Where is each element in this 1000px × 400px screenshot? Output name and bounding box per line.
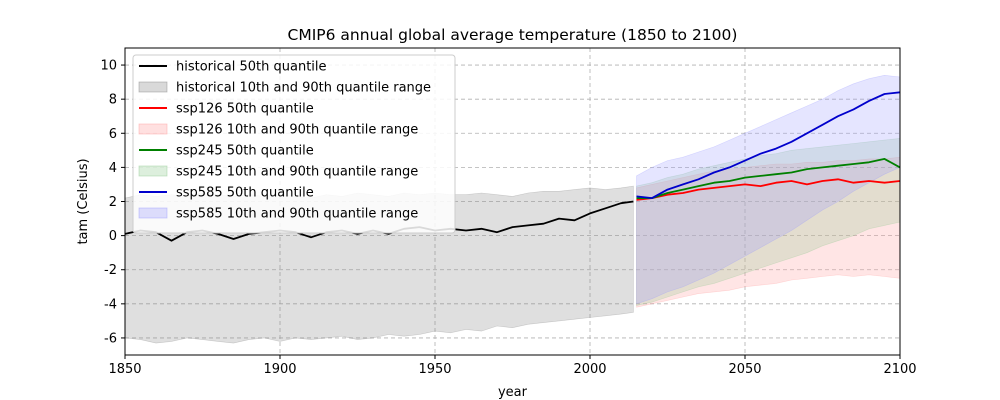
y-tick-label: 0 [109,229,117,244]
y-tick-label: -6 [104,331,117,346]
x-tick-label: 2100 [883,362,916,377]
x-tick-label: 1900 [263,362,296,377]
legend-label: ssp585 10th and 90th quantile range [176,207,418,222]
legend-label: ssp245 10th and 90th quantile range [176,165,418,180]
y-tick-label: -2 [104,263,117,278]
ssp585-50th-quantile-line [636,91,901,200]
y-tick-label: 10 [100,59,117,74]
y-tick-label: 8 [109,93,117,108]
legend-label: ssp245 50th quantile [176,144,314,159]
y-tick-label: -4 [104,297,117,312]
x-tick-label: 2000 [573,362,606,377]
x-tick-label: 2050 [728,362,761,377]
legend-label: historical 50th quantile [176,60,327,75]
x-axis-label: year [498,385,528,400]
legend-label: ssp126 50th quantile [176,102,314,117]
legend-label: ssp126 10th and 90th quantile range [176,123,418,138]
y-tick-label: 6 [109,127,117,142]
legend-label: historical 10th and 90th quantile range [176,81,431,96]
legend-swatch [138,165,168,177]
ssp126-50th-quantile-line [636,178,901,201]
legend-swatch [138,207,168,219]
y-tick-label: 4 [109,161,117,176]
axis-ticks: 1850 1900 1950 2000 2050 2100 -6 -4 -2 0 2 4 6 8 10 [100,59,916,377]
ssp245-50th-quantile-line [636,157,901,200]
legend: historical 50th quantile historical 10th … [132,54,456,234]
x-tick-label: 1850 [108,362,141,377]
legend-swatch [138,123,168,135]
chart-title: CMIP6 annual global average temperature … [288,26,738,44]
legend-box [132,54,456,234]
legend-swatch [138,81,168,93]
legend-label: ssp585 50th quantile [176,186,314,201]
y-tick-label: 2 [109,195,117,210]
y-axis-label: tam (Celsius) [76,158,91,244]
x-tick-label: 1950 [418,362,451,377]
